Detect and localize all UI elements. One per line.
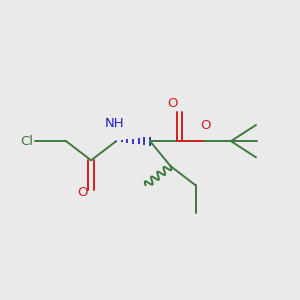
Text: O: O xyxy=(167,97,177,110)
Text: O: O xyxy=(200,119,210,132)
Text: Cl: Cl xyxy=(20,135,33,148)
Text: NH: NH xyxy=(105,117,124,130)
Text: O: O xyxy=(78,186,88,199)
